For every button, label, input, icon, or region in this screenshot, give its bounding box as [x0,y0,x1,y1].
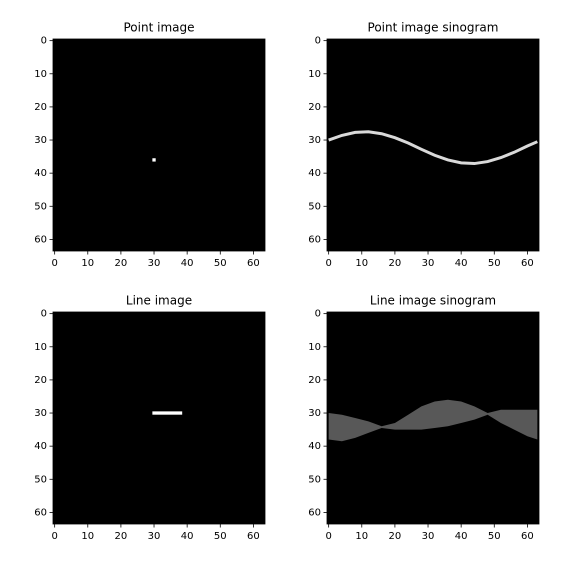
chart-title: Point image [124,21,195,35]
chart-title: Line image [126,294,192,308]
x-tick-label: 0 [51,258,57,269]
y-tick-label: 50 [34,201,47,212]
y-tick-label: 30 [308,135,321,146]
axes-background [327,39,539,251]
x-tick-label: 50 [488,531,501,542]
y-tick-label: 40 [308,441,321,452]
x-tick-label: 10 [355,531,368,542]
x-tick-label: 20 [389,531,402,542]
y-tick-label: 10 [308,342,321,353]
y-tick-label: 0 [315,309,321,320]
axes-background [53,39,265,251]
x-tick-label: 20 [115,531,128,542]
x-tick-label: 10 [81,258,94,269]
line-segment [152,411,183,415]
axes-frame [326,311,540,525]
y-tick-label: 20 [308,102,321,113]
x-tick-label: 0 [51,531,57,542]
y-tick-label: 20 [308,375,321,386]
x-tick-label: 0 [325,258,331,269]
y-tick-label: 30 [308,408,321,419]
y-tick-label: 20 [34,375,47,386]
pixel [152,158,156,162]
y-tick-label: 0 [41,36,47,47]
y-tick-label: 30 [34,408,47,419]
y-tick-label: 40 [34,168,47,179]
axes-frame [326,38,540,252]
axes-frame [52,311,266,525]
sinogram-trace [328,130,538,166]
x-tick-label: 50 [488,258,501,269]
x-tick-label: 10 [355,258,368,269]
x-tick-label: 40 [181,258,194,269]
y-tick-label: 30 [34,135,47,146]
y-tick-label: 10 [34,342,47,353]
x-tick-label: 30 [148,258,161,269]
y-tick-label: 60 [308,234,321,245]
y-tick-label: 40 [308,168,321,179]
x-tick-label: 50 [214,531,227,542]
y-tick-label: 50 [308,474,321,485]
sinogram-band [328,399,538,442]
y-tick-label: 60 [34,507,47,518]
y-tick-label: 60 [34,234,47,245]
x-tick-label: 40 [455,258,468,269]
x-tick-label: 60 [247,531,260,542]
x-tick-label: 50 [214,258,227,269]
axes-background [53,312,265,524]
x-tick-label: 20 [115,258,128,269]
y-tick-label: 40 [34,441,47,452]
y-tick-label: 50 [34,474,47,485]
x-tick-label: 0 [325,531,331,542]
chart-title: Point image sinogram [368,21,499,35]
y-tick-label: 0 [315,36,321,47]
x-tick-label: 60 [521,258,534,269]
y-tick-label: 10 [34,69,47,80]
x-tick-label: 30 [148,531,161,542]
y-tick-label: 60 [308,507,321,518]
x-tick-label: 10 [81,531,94,542]
subplot: Line image 0 10 20 30 40 50 60 0 10 20 30 40 50 60 [34,294,266,542]
subplot: Point image sinogram 0 10 20 30 40 50 60 0 10 20 30… [308,21,540,269]
chart-title: Line image sinogram [370,294,496,308]
y-tick-label: 10 [308,69,321,80]
x-tick-label: 40 [455,531,468,542]
x-tick-label: 30 [422,531,435,542]
y-tick-label: 20 [34,102,47,113]
subplot: Line image sinogram 0 10 20 30 40 50 60 0 10 20 30 4… [308,294,540,542]
x-tick-label: 60 [247,258,260,269]
x-tick-label: 30 [422,258,435,269]
axes-frame [52,38,266,252]
x-tick-label: 40 [181,531,194,542]
x-tick-label: 60 [521,531,534,542]
subplot: Point image 0 10 20 30 40 50 60 0 10 20 30 40 50 60 [34,21,266,269]
y-tick-label: 50 [308,201,321,212]
x-tick-label: 20 [389,258,402,269]
y-tick-label: 0 [41,309,47,320]
